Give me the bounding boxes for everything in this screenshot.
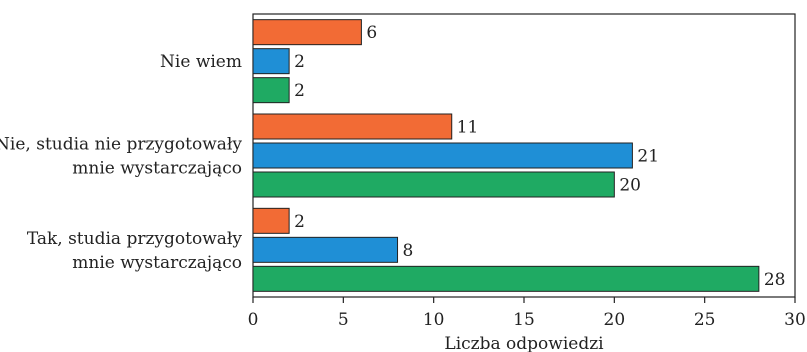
x-tick-label: 5: [338, 310, 349, 330]
bar-value-label: 8: [403, 241, 414, 261]
bar-value-label: 6: [366, 23, 377, 43]
x-tick-label: 0: [248, 310, 259, 330]
bar-value-label: 11: [457, 118, 479, 138]
bar-value-label: 2: [294, 52, 305, 72]
bar: [252, 236, 399, 263]
x-axis-title: Liczba odpowiedzi: [444, 334, 604, 352]
x-axis: 0 5 10 15 20 25 30: [248, 297, 806, 330]
category-label: Nie, studia nie przygotowały: [0, 135, 242, 155]
category-label: mnie wystarczająco: [72, 253, 242, 273]
bar-value-label: 20: [619, 176, 641, 196]
bar: [252, 113, 453, 140]
bar-value-label: 21: [637, 147, 659, 167]
bar: [252, 77, 290, 104]
bar-value-label: 2: [294, 81, 305, 101]
x-tick-label: 20: [604, 310, 626, 330]
bar: [252, 48, 290, 75]
category-label: Tak, studia przygotowały: [27, 229, 243, 249]
bar-value-label: 28: [764, 270, 786, 290]
bars-group: [252, 19, 760, 292]
bar: [252, 142, 633, 169]
bar: [252, 207, 290, 234]
bar: [252, 19, 362, 46]
x-tick-label: 10: [423, 310, 445, 330]
bar-value-label: 2: [294, 212, 305, 232]
x-tick-label: 15: [513, 310, 535, 330]
category-labels-group: Nie wiem Nie, studia nie przygotowały mnie…: [0, 52, 242, 273]
x-tick-label: 25: [694, 310, 716, 330]
x-tick-label: 30: [784, 310, 806, 330]
bar: [252, 171, 615, 198]
category-label: mnie wystarczająco: [72, 159, 242, 179]
category-label: Nie wiem: [160, 52, 242, 72]
bar: [252, 265, 760, 292]
